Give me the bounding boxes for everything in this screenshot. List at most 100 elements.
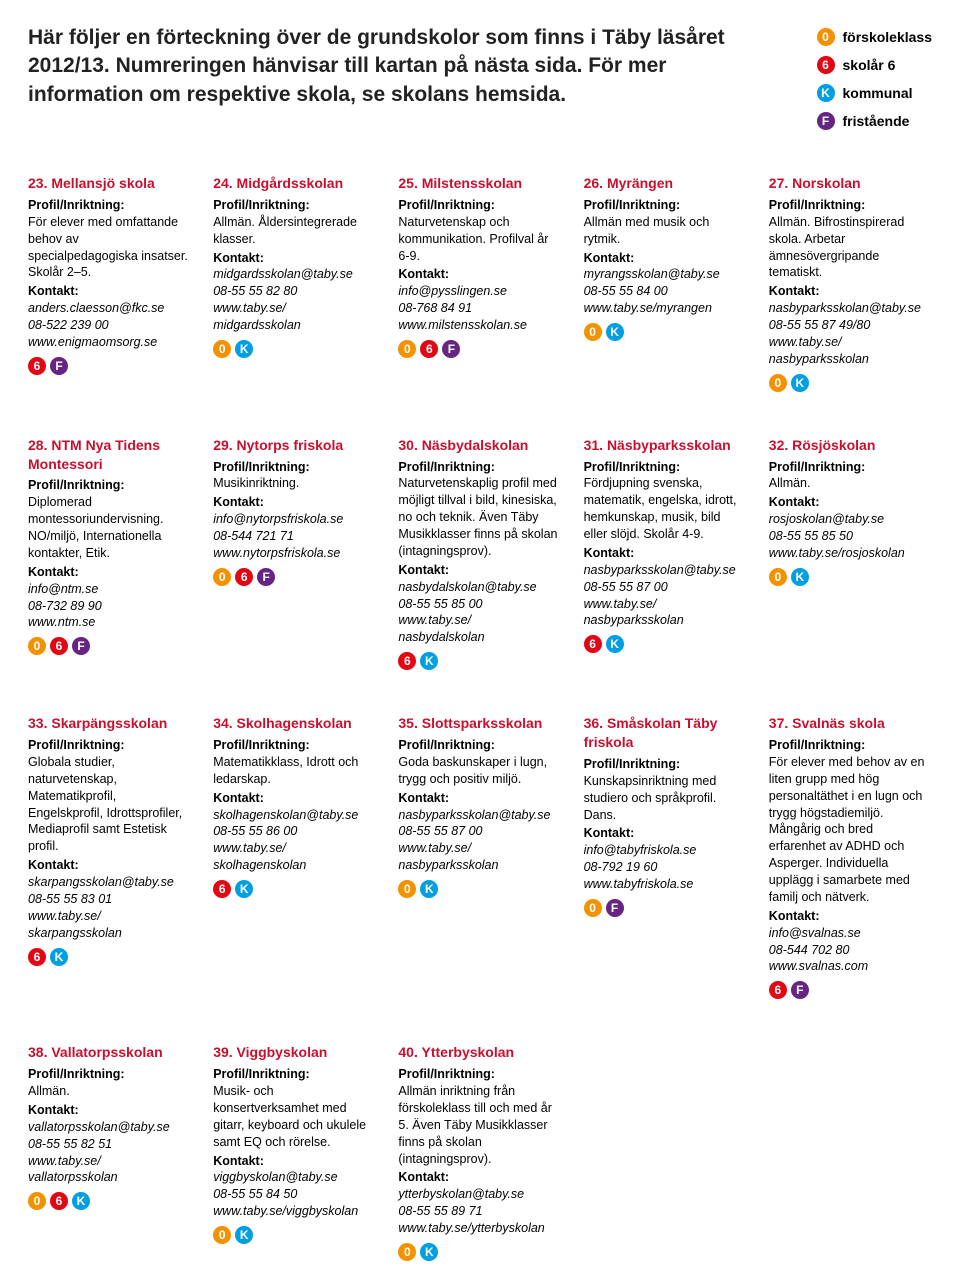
contact-line: 08-55 55 84 50 — [213, 1186, 376, 1203]
contact-line: skarpangsskolan — [28, 925, 191, 942]
contact-line: 08-55 55 82 51 — [28, 1136, 191, 1153]
badge-icon: F — [50, 357, 68, 375]
badge-row: 6F — [769, 981, 932, 999]
badge-row: 06F — [28, 637, 191, 655]
contact-line: www.taby.se/ — [584, 596, 747, 613]
contact-line: info@tabyfriskola.se — [584, 842, 747, 859]
profile-text: För elever med behov av en liten grupp m… — [769, 754, 932, 906]
badge-icon: K — [420, 880, 438, 898]
contact-line: anders.claesson@fkc.se — [28, 300, 191, 317]
badge-row: 06F — [213, 568, 376, 586]
badge-icon: 6 — [213, 880, 231, 898]
contact-label: Kontakt: — [584, 250, 747, 267]
contact-line: nasbyparksskolan@taby.se — [398, 807, 561, 824]
school-title: 24. Midgårdsskolan — [213, 174, 376, 193]
contact-label: Kontakt: — [398, 790, 561, 807]
school-entry: 27. NorskolanProfil/Inriktning:Allmän. B… — [769, 174, 932, 392]
badge-icon: K — [791, 568, 809, 586]
school-title: 23. Mellansjö skola — [28, 174, 191, 193]
badge-icon: 0 — [769, 568, 787, 586]
legend-item: Ffristående — [817, 112, 933, 130]
profile-label: Profil/Inriktning: — [398, 737, 561, 754]
contact-line: nasbydalskolan — [398, 629, 561, 646]
school-entry: 30. NäsbydalskolanProfil/Inriktning:Natu… — [398, 436, 561, 671]
contact-line: www.taby.se/myrangen — [584, 300, 747, 317]
contact-line: midgardsskolan — [213, 317, 376, 334]
badge-icon: 0 — [584, 323, 602, 341]
contact-line: www.taby.se/ytterbyskolan — [398, 1220, 561, 1237]
profile-text: Matematikklass, Idrott och ledarskap. — [213, 754, 376, 788]
badge-icon: F — [72, 637, 90, 655]
contact-line: 08-55 55 87 49/80 — [769, 317, 932, 334]
contact-line: nasbyparksskolan — [769, 351, 932, 368]
profile-text: För elever med omfattande behov av speci… — [28, 214, 191, 282]
profile-text: Allmän. Bifrostinspirerad skola. Arbetar… — [769, 214, 932, 282]
school-entry: 36. Småskolan Täby friskolaProfil/Inrikt… — [584, 714, 747, 999]
contact-line: www.taby.se/ — [28, 1153, 191, 1170]
legend-item: 0förskoleklass — [817, 28, 933, 46]
profile-text: Allmän. — [28, 1083, 191, 1100]
badge-row: 06K — [28, 1192, 191, 1210]
school-title: 29. Nytorps friskola — [213, 436, 376, 455]
contact-line: www.enigmaomsorg.se — [28, 334, 191, 351]
contact-line: 08-55 55 85 00 — [398, 596, 561, 613]
badge-icon: 6 — [28, 948, 46, 966]
contact-label: Kontakt: — [213, 250, 376, 267]
school-entry: 26. MyrängenProfil/Inriktning:Allmän med… — [584, 174, 747, 392]
badge-row: 6K — [584, 635, 747, 653]
school-entry: 35. SlottsparksskolanProfil/Inriktning:G… — [398, 714, 561, 999]
profile-text: Fördjupning svenska, matematik, engelska… — [584, 475, 747, 543]
contact-line: rosjoskolan@taby.se — [769, 511, 932, 528]
school-entry: 39. ViggbyskolanProfil/Inriktning:Musik-… — [213, 1043, 376, 1261]
contact-line: 08-55 55 87 00 — [584, 579, 747, 596]
badge-icon: K — [235, 340, 253, 358]
badge-icon: 6 — [50, 1192, 68, 1210]
profile-label: Profil/Inriktning: — [584, 197, 747, 214]
school-entry: 40. YtterbyskolanProfil/Inriktning:Allmä… — [398, 1043, 561, 1261]
school-entry: 28. NTM Nya Tidens MontessoriProfil/Inri… — [28, 436, 191, 671]
legend-label: skolår 6 — [843, 57, 896, 73]
badge-icon: 6 — [235, 568, 253, 586]
contact-line: www.taby.se/ — [28, 908, 191, 925]
badge-row: 0K — [398, 1243, 561, 1261]
badge-row: 0K — [769, 374, 932, 392]
contact-label: Kontakt: — [769, 283, 932, 300]
badge-icon: K — [235, 880, 253, 898]
badge-icon: K — [420, 652, 438, 670]
profile-text: Musik- och konsertverksamhet med gitarr,… — [213, 1083, 376, 1151]
intro-text: Här följer en förteckning över de grunds… — [28, 24, 748, 130]
badge-icon: F — [257, 568, 275, 586]
profile-text: Naturvetenskaplig profil med möjligt til… — [398, 475, 561, 559]
contact-line: info@ntm.se — [28, 581, 191, 598]
contact-line: 08-55 55 86 00 — [213, 823, 376, 840]
badge-icon: K — [606, 635, 624, 653]
profile-text: Diplomerad montessoriundervisning. NO/mi… — [28, 494, 191, 562]
profile-text: Goda baskunskaper i lugn, trygg och posi… — [398, 754, 561, 788]
badge-icon: 0 — [584, 899, 602, 917]
contact-line: www.nytorpsfriskola.se — [213, 545, 376, 562]
badge-row: 0F — [584, 899, 747, 917]
contact-line: 08-55 55 84 00 — [584, 283, 747, 300]
legend-badge-icon: 0 — [817, 28, 835, 46]
contact-line: 08-792 19 60 — [584, 859, 747, 876]
school-entry: 33. SkarpängsskolanProfil/Inriktning:Glo… — [28, 714, 191, 999]
legend-item: Kkommunal — [817, 84, 933, 102]
school-entry: 37. Svalnäs skolaProfil/Inriktning:För e… — [769, 714, 932, 999]
contact-line: nasbyparksskolan — [398, 857, 561, 874]
school-entry: 31. NäsbyparksskolanProfil/Inriktning:Fö… — [584, 436, 747, 671]
contact-line: 08-55 55 85 50 — [769, 528, 932, 545]
school-entry: 29. Nytorps friskolaProfil/Inriktning:Mu… — [213, 436, 376, 671]
badge-icon: 0 — [213, 568, 231, 586]
school-title: 31. Näsbyparksskolan — [584, 436, 747, 455]
school-title: 28. NTM Nya Tidens Montessori — [28, 436, 191, 474]
badge-row: 0K — [769, 568, 932, 586]
badge-row: 6K — [213, 880, 376, 898]
contact-label: Kontakt: — [398, 266, 561, 283]
badge-row: 0K — [398, 880, 561, 898]
contact-line: www.tabyfriskola.se — [584, 876, 747, 893]
contact-line: 08-768 84 91 — [398, 300, 561, 317]
profile-text: Naturvetenskap och kommunikation. Profil… — [398, 214, 561, 265]
contact-line: nasbyparksskolan — [584, 612, 747, 629]
school-entry: 25. MilstensskolanProfil/Inriktning:Natu… — [398, 174, 561, 392]
badge-row: 6K — [28, 948, 191, 966]
